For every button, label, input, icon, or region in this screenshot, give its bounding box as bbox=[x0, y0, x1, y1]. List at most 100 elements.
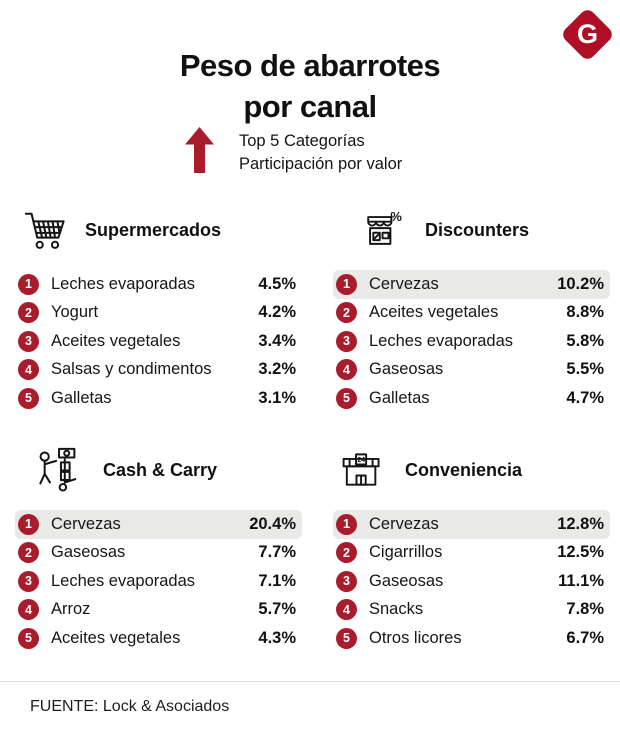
channel-discounters: % Discounters 1 Cervezas 10.2% 2 Aceites bbox=[333, 200, 610, 413]
category-label: Aceites vegetales bbox=[51, 628, 181, 647]
category-label: Aceites vegetales bbox=[51, 331, 181, 350]
rank-badge: 3 bbox=[336, 570, 357, 592]
rank-row: 3 Gaseosas 11.1% bbox=[333, 567, 610, 596]
category-value: 4.5% bbox=[258, 274, 296, 293]
rank-row: 5 Otros licores 6.7% bbox=[333, 624, 610, 653]
rank-badge: 1 bbox=[18, 273, 39, 295]
category-value: 7.8% bbox=[566, 600, 604, 619]
rank-row: 1 Leches evaporadas 4.5% bbox=[15, 270, 302, 299]
rank-badge: 2 bbox=[336, 302, 357, 324]
channel-title: Conveniencia bbox=[405, 459, 523, 480]
category-value: 4.3% bbox=[258, 628, 296, 647]
rank-badge: 4 bbox=[336, 359, 357, 381]
category-label: Otros licores bbox=[369, 628, 462, 647]
category-label: Arroz bbox=[51, 600, 91, 619]
legend: Top 5 Categorías Participación por valor bbox=[185, 127, 402, 176]
rank-row: 2 Aceites vegetales 8.8% bbox=[333, 299, 610, 328]
category-value: 3.2% bbox=[258, 360, 296, 379]
rank-row: 1 Cervezas 10.2% bbox=[333, 270, 610, 299]
category-label: Gaseosas bbox=[369, 360, 444, 379]
rank-badge: 5 bbox=[336, 627, 357, 649]
category-value: 3.4% bbox=[258, 331, 296, 350]
category-label: Snacks bbox=[369, 600, 424, 619]
category-value: 5.5% bbox=[566, 360, 604, 379]
rank-list: 1 Leches evaporadas 4.5% 2 Yogurt 4.2% 3… bbox=[15, 270, 302, 413]
rank-badge: 1 bbox=[336, 513, 357, 535]
category-label: Leches evaporadas bbox=[369, 331, 514, 350]
category-label: Cigarrillos bbox=[369, 543, 443, 562]
footer-divider bbox=[0, 681, 620, 682]
title-line-2: por canal bbox=[243, 89, 377, 125]
category-value: 12.8% bbox=[557, 514, 604, 533]
channel-supermercados: Supermercados 1 Leches evaporadas 4.5% 2… bbox=[15, 200, 302, 413]
convenience-store-icon: 24 bbox=[339, 449, 385, 491]
rank-badge: 5 bbox=[18, 387, 39, 409]
category-value: 11.1% bbox=[558, 571, 604, 590]
rank-badge: 3 bbox=[18, 330, 39, 352]
title-line-1: Peso de abarrotes bbox=[179, 47, 441, 83]
rank-row: 4 Snacks 7.8% bbox=[333, 596, 610, 625]
channel-cash-carry: Cash & Carry 1 Cervezas 20.4% 2 Gaseosas… bbox=[15, 440, 302, 653]
rank-badge: 4 bbox=[18, 599, 39, 621]
rank-row: 3 Leches evaporadas 7.1% bbox=[15, 567, 302, 596]
rank-row: 5 Galletas 3.1% bbox=[15, 384, 302, 413]
discount-store-icon: % bbox=[359, 208, 407, 252]
category-value: 20.4% bbox=[249, 514, 296, 533]
rank-row: 4 Salsas y condimentos 3.2% bbox=[15, 356, 302, 385]
rank-row: 3 Leches evaporadas 5.8% bbox=[333, 327, 610, 356]
rank-badge: 1 bbox=[18, 513, 39, 535]
category-label: Gaseosas bbox=[51, 543, 126, 562]
category-value: 4.2% bbox=[258, 303, 296, 322]
rank-badge: 2 bbox=[18, 542, 39, 564]
category-label: Aceites vegetales bbox=[369, 303, 499, 322]
rank-row: 1 Cervezas 20.4% bbox=[15, 510, 302, 539]
rank-badge: 1 bbox=[336, 273, 357, 295]
rank-row: 4 Gaseosas 5.5% bbox=[333, 356, 610, 385]
channel-title: Cash & Carry bbox=[103, 459, 218, 480]
category-value: 7.1% bbox=[258, 571, 296, 590]
category-value: 12.5% bbox=[557, 543, 604, 562]
category-label: Gaseosas bbox=[369, 571, 444, 590]
category-value: 10.2% bbox=[557, 274, 604, 293]
rank-badge: 4 bbox=[336, 599, 357, 621]
rank-badge: 5 bbox=[18, 627, 39, 649]
rank-list: 1 Cervezas 10.2% 2 Aceites vegetales 8.8… bbox=[333, 270, 610, 413]
category-label: Cervezas bbox=[51, 514, 121, 533]
category-label: Galletas bbox=[369, 388, 430, 407]
legend-line-2: Participación por valor bbox=[239, 155, 403, 173]
category-label: Cervezas bbox=[369, 514, 439, 533]
category-value: 5.7% bbox=[258, 600, 296, 619]
category-label: Cervezas bbox=[369, 274, 439, 293]
page-title: Peso de abarrotes por canal bbox=[0, 45, 620, 128]
category-value: 5.8% bbox=[566, 331, 604, 350]
shopping-cart-icon bbox=[21, 208, 67, 252]
rank-badge: 3 bbox=[18, 570, 39, 592]
channel-conveniencia: 24 Conveniencia 1 Cervezas 12.8% 2 Cigar… bbox=[333, 440, 610, 653]
legend-line-1: Top 5 Categorías bbox=[239, 132, 365, 150]
category-label: Leches evaporadas bbox=[51, 571, 196, 590]
hand-truck-icon bbox=[35, 447, 85, 493]
category-value: 6.7% bbox=[566, 628, 604, 647]
rank-badge: 3 bbox=[336, 330, 357, 352]
rank-badge: 2 bbox=[18, 302, 39, 324]
category-value: 4.7% bbox=[566, 388, 604, 407]
category-value: 8.8% bbox=[566, 303, 604, 322]
up-arrow-icon bbox=[185, 127, 214, 173]
svg-text:%: % bbox=[390, 209, 402, 224]
rank-badge: 2 bbox=[336, 542, 357, 564]
rank-row: 3 Aceites vegetales 3.4% bbox=[15, 327, 302, 356]
channel-header: Cash & Carry bbox=[15, 440, 302, 496]
rank-row: 4 Arroz 5.7% bbox=[15, 596, 302, 625]
rank-row: 2 Cigarrillos 12.5% bbox=[333, 539, 610, 568]
rank-row: 5 Galletas 4.7% bbox=[333, 384, 610, 413]
legend-text: Top 5 Categorías Participación por valor bbox=[239, 127, 402, 176]
channel-header: Supermercados bbox=[15, 200, 302, 256]
channel-header: 24 Conveniencia bbox=[333, 440, 610, 496]
channel-header: % Discounters bbox=[333, 200, 610, 256]
channel-title: Supermercados bbox=[85, 219, 222, 240]
source-text: FUENTE: Lock & Asociados bbox=[30, 698, 230, 715]
category-label: Yogurt bbox=[51, 303, 99, 322]
category-label: Galletas bbox=[51, 388, 112, 407]
category-label: Salsas y condimentos bbox=[51, 360, 212, 379]
